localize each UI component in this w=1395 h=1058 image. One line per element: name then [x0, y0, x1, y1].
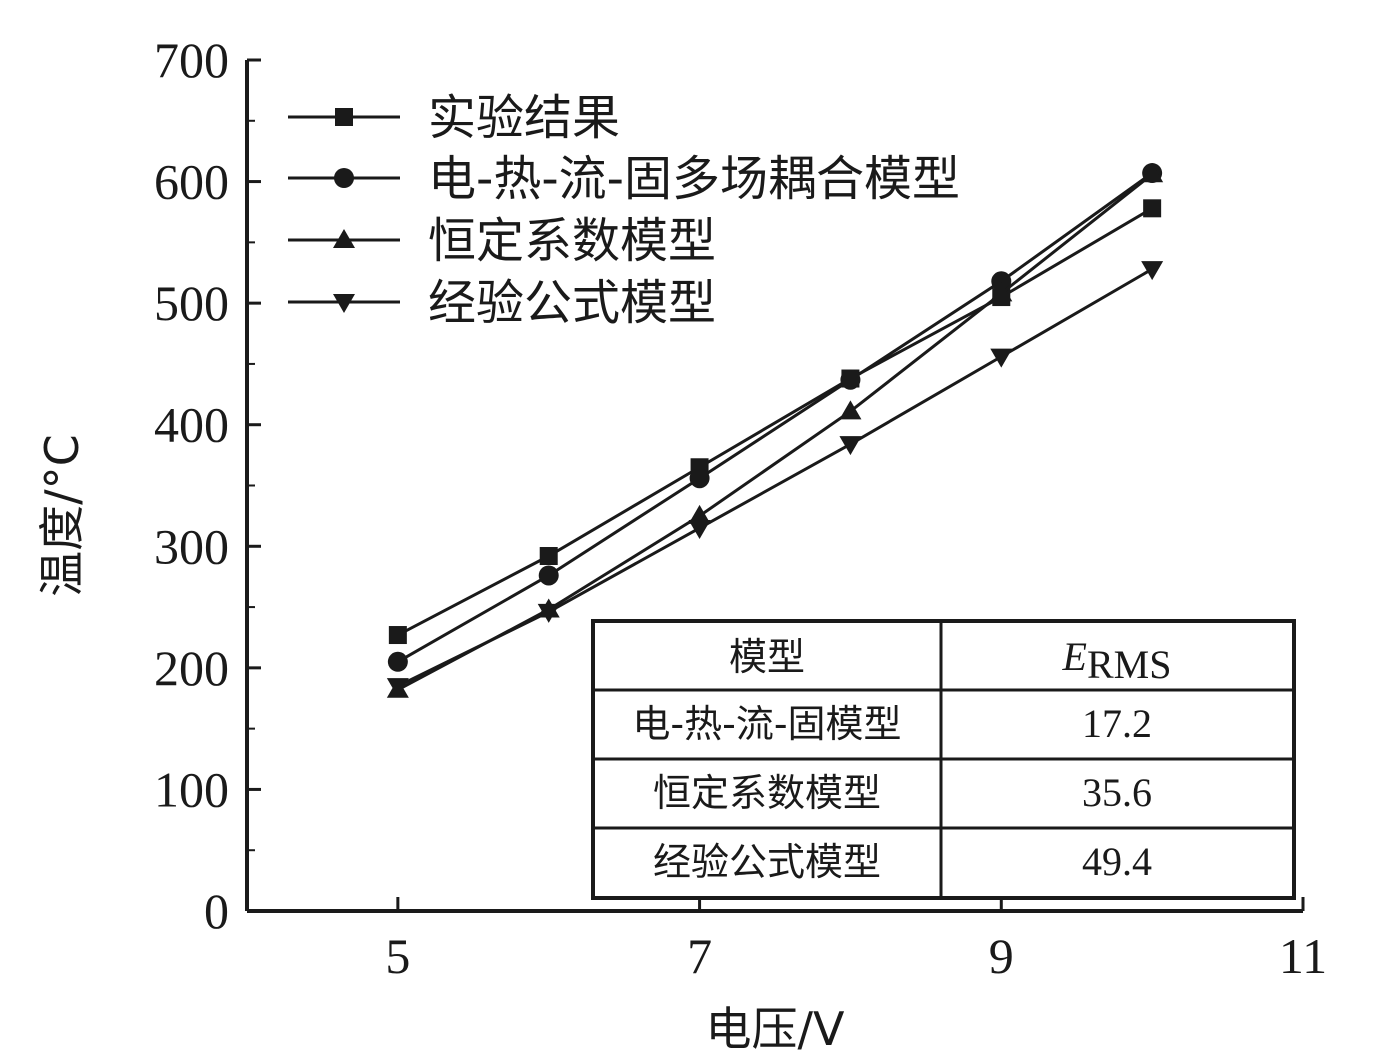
legend-item: 经验公式模型	[288, 275, 716, 331]
table-row-model: 经验公式模型	[653, 840, 881, 884]
legend-marker	[334, 168, 354, 188]
legend-item: 电-热-流-固多场耦合模型	[288, 151, 960, 207]
data-point	[388, 626, 407, 645]
data-point	[991, 271, 1012, 292]
data-point	[688, 504, 711, 524]
legend-item: 实验结果	[288, 90, 620, 146]
y-tick-label: 200	[154, 640, 229, 696]
legend-label: 电-热-流-固多场耦合模型	[428, 151, 960, 207]
y-tick-label: 100	[154, 761, 229, 817]
data-point	[688, 520, 711, 540]
x-tick-label: 5	[385, 928, 410, 984]
series-4	[386, 261, 1164, 698]
series-line	[397, 267, 1153, 688]
y-tick-label: 400	[154, 397, 229, 453]
y-tick-label: 300	[154, 518, 229, 574]
data-point	[386, 678, 409, 698]
data-point	[839, 400, 862, 420]
table-row-model: 恒定系数模型	[653, 771, 881, 815]
table-header-erms: ERMS	[1062, 634, 1172, 687]
x-tick-label: 7	[687, 928, 712, 984]
legend-label: 实验结果	[428, 90, 620, 146]
table-row-value: 17.2	[1082, 701, 1152, 746]
legend-item: 恒定系数模型	[288, 213, 716, 269]
table-header-model: 模型	[729, 635, 805, 679]
table-row-model: 电-热-流-固模型	[632, 702, 901, 746]
series-layer	[386, 163, 1164, 698]
data-point	[537, 603, 560, 623]
data-point	[1141, 261, 1164, 281]
axes: 0 100 200 300 400 500 600 700 5 7 9 11 电压/V 温度/°C	[35, 32, 1327, 1056]
table-row-value: 49.4	[1082, 839, 1152, 884]
series-line	[397, 207, 1153, 637]
y-tick-label: 600	[154, 154, 229, 210]
data-point	[387, 651, 408, 672]
data-point	[539, 547, 558, 566]
table-row-value: 35.6	[1082, 770, 1152, 815]
table-header-e: E	[1062, 634, 1087, 679]
rms-table: 模型 ERMS 电-热-流-固模型 17.2 恒定系数模型 35.6 经验公式模…	[591, 619, 1296, 900]
legend-marker	[333, 229, 355, 248]
legend-marker	[335, 108, 353, 126]
data-point	[1143, 199, 1162, 218]
y-tick-label: 0	[204, 883, 229, 939]
data-point	[990, 282, 1013, 302]
data-point	[538, 565, 559, 586]
legend-label: 恒定系数模型	[428, 213, 716, 269]
data-point	[840, 369, 861, 390]
data-point	[1141, 163, 1164, 183]
legend-label: 经验公式模型	[428, 275, 716, 331]
y-tick-label: 700	[154, 32, 229, 88]
y-axis-title: 温度/°C	[35, 434, 89, 597]
series-line	[397, 171, 1154, 664]
table-header-rms: RMS	[1087, 642, 1172, 687]
data-point	[689, 468, 710, 489]
data-point	[990, 348, 1013, 368]
data-point	[839, 436, 862, 456]
y-tick-label: 500	[154, 275, 229, 331]
legend-marker	[333, 294, 355, 313]
x-axis-title: 电压/V	[706, 1002, 845, 1056]
x-tick-label: 9	[989, 928, 1014, 984]
x-tick-label: 11	[1279, 928, 1327, 984]
